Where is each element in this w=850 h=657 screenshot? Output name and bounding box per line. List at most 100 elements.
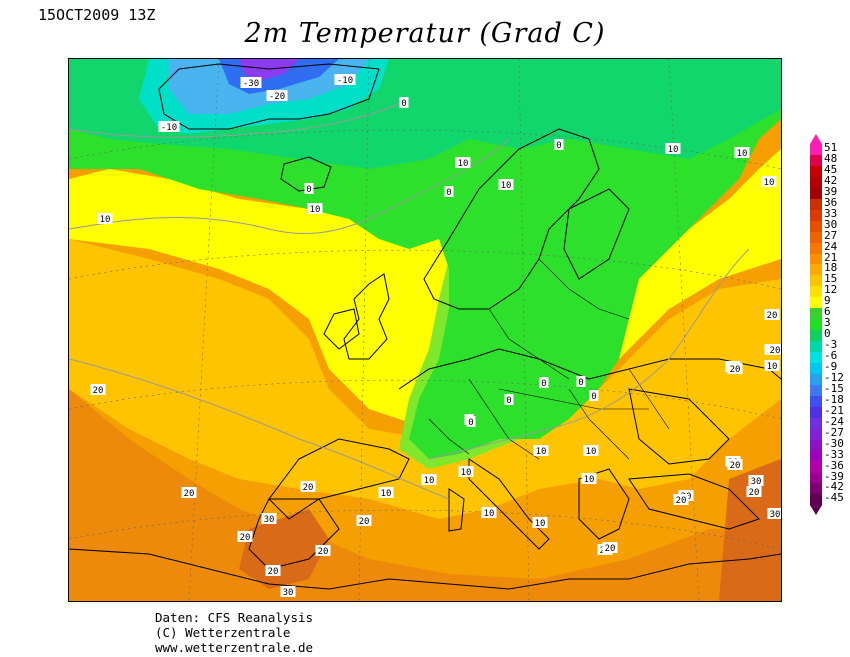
legend-swatch <box>810 231 822 244</box>
legend-swatch <box>810 472 822 484</box>
contour-label-bg <box>265 565 281 576</box>
legend-swatch <box>810 144 822 156</box>
legend-label: 39 <box>824 184 838 198</box>
contour-label-bg <box>589 390 599 401</box>
legend-swatch <box>810 319 822 331</box>
legend-swatch <box>810 384 822 397</box>
contour-label-bg <box>307 203 323 214</box>
legend-swatch <box>810 198 822 211</box>
legend-arrow-top <box>810 134 822 144</box>
contour-label-bg <box>300 481 316 492</box>
contour-label: 0 <box>401 99 406 109</box>
legend-label: 15 <box>824 272 838 286</box>
contour-label: 30 <box>283 588 294 598</box>
footer-website: www.wetterzentrale.de <box>155 640 314 655</box>
contour-label: -20 <box>269 92 285 102</box>
contour-label-bg <box>237 531 253 542</box>
legend-swatch <box>810 341 822 353</box>
contour-label: 30 <box>770 510 781 520</box>
contour-label: 10 <box>536 447 547 457</box>
contour-label: -10 <box>161 123 177 133</box>
contour-label: 20 <box>730 365 741 375</box>
contour-label-bg <box>504 394 514 405</box>
legend-swatch <box>810 209 822 222</box>
legend-swatch <box>810 395 822 408</box>
mild-zone <box>69 239 781 519</box>
legend-swatch <box>810 264 822 276</box>
legend-label: -33 <box>824 447 844 461</box>
contour-label-bg <box>458 466 474 477</box>
contour-label-bg <box>444 186 454 197</box>
contour-label: 20 <box>676 496 687 506</box>
contour-label: 10 <box>737 149 748 159</box>
contour-label: 20 <box>605 544 616 554</box>
legend-label: 30 <box>824 217 838 231</box>
legend-label: -45 <box>824 491 844 505</box>
contour-label: 30 <box>264 515 275 525</box>
contour-label-bg <box>90 384 106 395</box>
contour-label-bg <box>334 74 356 85</box>
legend-label: -9 <box>824 360 838 373</box>
contour-label-bg <box>767 508 781 519</box>
contour-label-bg <box>240 77 262 88</box>
contour-label-bg <box>280 586 296 597</box>
contour-label-bg <box>466 416 476 427</box>
legend-label: 9 <box>824 294 831 308</box>
contour-label-bg <box>481 507 497 518</box>
legend-label: -42 <box>824 480 844 494</box>
contour-label-bg <box>498 179 514 190</box>
contour-label: 0 <box>446 188 451 198</box>
graticule <box>69 59 781 601</box>
contour-label-bg <box>673 494 689 505</box>
contour-label-bg <box>455 157 471 168</box>
contour-label-bg <box>158 121 180 132</box>
legend-swatch <box>810 286 822 298</box>
legend-swatch <box>810 483 822 495</box>
contour-label: 10 <box>764 178 775 188</box>
legend-swatch <box>810 187 822 200</box>
legend-swatch <box>810 494 822 506</box>
contour-label: -30 <box>243 79 259 89</box>
contour-label: 10 <box>484 509 495 519</box>
contour-label: 20 <box>240 533 251 543</box>
legend-label: 18 <box>824 261 838 275</box>
legend-label: 6 <box>824 305 831 319</box>
contour-label-bg <box>602 542 618 553</box>
contour-label-bg <box>356 515 372 526</box>
contour-label: 20 <box>770 346 781 356</box>
legend-label: 36 <box>824 195 838 209</box>
contour-label: 0 <box>541 379 546 389</box>
contour-label: 0 <box>468 418 473 428</box>
legend-label: 3 <box>824 316 831 330</box>
contour-label-bg <box>378 487 394 498</box>
legend-label: -36 <box>824 458 844 472</box>
contour-label-bg <box>727 363 743 374</box>
legend-label: -3 <box>824 338 838 352</box>
contour-label-bg <box>665 143 681 154</box>
legend-swatch <box>810 308 822 320</box>
contour-label: 20 <box>749 488 760 498</box>
contour-label-bg <box>734 147 750 158</box>
contour-label: 10 <box>310 205 321 215</box>
contour-label: 0 <box>578 378 583 388</box>
contour-label-bg <box>421 474 437 485</box>
legend-swatch <box>810 461 822 473</box>
contour-label: 20 <box>268 567 279 577</box>
contour-label: 10 <box>767 362 778 372</box>
contour-label: 10 <box>668 145 679 155</box>
legend-swatch <box>810 439 822 452</box>
cold-zone <box>69 59 781 459</box>
contour-label: 30 <box>751 477 762 487</box>
legend-swatch <box>810 297 822 309</box>
contour-label-bg <box>97 213 113 224</box>
legend-swatch <box>810 450 822 463</box>
legend-label: -15 <box>824 381 844 395</box>
legend-label: -27 <box>824 425 844 439</box>
contour-label: 0 <box>591 392 596 402</box>
contour-label-bg <box>554 139 564 150</box>
legend-label: 27 <box>824 228 838 242</box>
contour-label-bg <box>304 183 314 194</box>
contour-label: 10 <box>381 489 392 499</box>
contour-label: 10 <box>584 475 595 485</box>
contour-label-bg <box>761 176 777 187</box>
